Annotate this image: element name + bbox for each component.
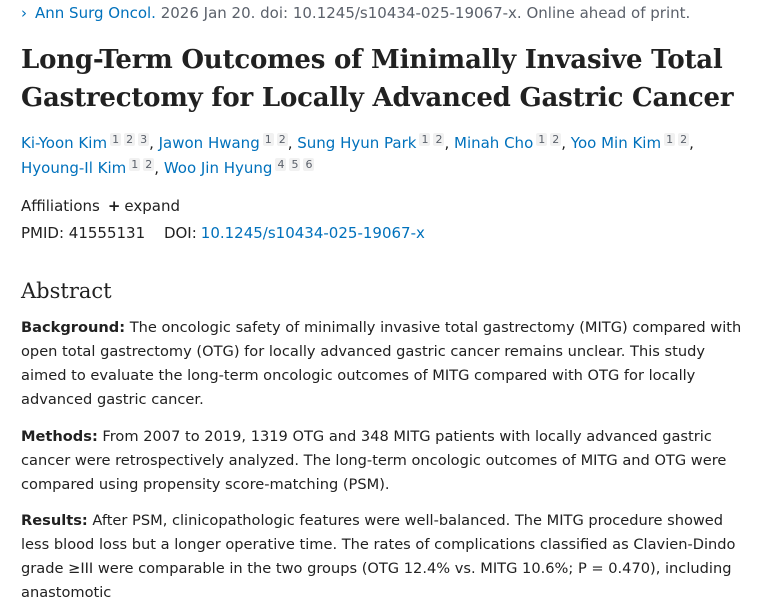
abstract-results: Results: After PSM, clinicopathologic fe…	[21, 509, 743, 605]
affiliation-ref[interactable]: 2	[276, 133, 288, 146]
abstract-background: Background: The oncologic safety of mini…	[21, 316, 743, 412]
author-list: Ki-Yoon Kim 1 2 3, Jawon Hwang 1 2, Sung Hyun…	[21, 133, 694, 177]
affiliation-ref[interactable]: 2	[143, 158, 155, 171]
background-text: The oncologic safety of minimally invasi…	[21, 319, 742, 408]
affiliation-ref[interactable]: 5	[289, 158, 301, 171]
author-link[interactable]: Yoo Min Kim	[570, 134, 662, 152]
background-label: Background:	[21, 319, 126, 336]
affiliation-ref[interactable]: 1	[419, 133, 431, 146]
author-link[interactable]: Sung Hyun Park	[297, 134, 417, 152]
affiliation-ref[interactable]: 2	[124, 133, 136, 146]
plus-icon[interactable]: +	[107, 197, 121, 215]
affiliation-ref[interactable]: 1	[110, 133, 122, 146]
pmid-value: 41555131	[68, 224, 146, 242]
author-link[interactable]: Minah Cho	[454, 134, 534, 152]
author-link[interactable]: Ki-Yoon Kim	[21, 134, 108, 152]
results-text: After PSM, clinicopathologic features we…	[21, 512, 736, 601]
expand-label[interactable]: expand	[124, 197, 181, 215]
author-link[interactable]: Hyoung-Il Kim	[21, 159, 127, 177]
identifiers: PMID: 41555131 DOI: 10.1245/s10434-025-19…	[21, 223, 425, 243]
abstract-heading: Abstract	[21, 279, 112, 303]
citation-details: 2026 Jan 20. doi: 10.1245/s10434-025-190…	[155, 4, 691, 22]
author-link[interactable]: Woo Jin Hyung	[163, 159, 273, 177]
doi-link[interactable]: 10.1245/s10434-025-19067-x	[200, 224, 425, 242]
chevron-right-icon[interactable]: ›	[21, 4, 27, 22]
affiliation-ref[interactable]: 4	[275, 158, 287, 171]
article-title: Long-Term Outcomes of Minimally Invasive…	[21, 45, 734, 113]
affiliation-ref[interactable]: 1	[664, 133, 676, 146]
results-label: Results:	[21, 512, 88, 529]
affiliation-ref[interactable]: 6	[303, 158, 315, 171]
affiliation-ref[interactable]: 2	[550, 133, 562, 146]
abstract-methods: Methods: From 2007 to 2019, 1319 OTG and…	[21, 425, 743, 497]
affiliation-ref[interactable]: 2	[678, 133, 690, 146]
affiliation-ref[interactable]: 1	[262, 133, 274, 146]
doi-label: DOI:	[163, 224, 197, 242]
affiliations-label: Affiliations	[21, 197, 100, 215]
affiliation-ref[interactable]: 3	[138, 133, 150, 146]
methods-label: Methods:	[21, 428, 98, 445]
pmid-label: PMID:	[21, 224, 65, 242]
affiliations-toggle[interactable]: Affiliations + expand	[21, 196, 180, 216]
affiliation-ref[interactable]: 2	[433, 133, 445, 146]
citation-line: › Ann Surg Oncol. 2026 Jan 20. doi: 10.12…	[21, 3, 690, 23]
author-link[interactable]: Jawon Hwang	[158, 134, 260, 152]
affiliation-ref[interactable]: 1	[129, 158, 141, 171]
journal-link[interactable]: Ann Surg Oncol.	[35, 4, 156, 22]
methods-text: From 2007 to 2019, 1319 OTG and 348 MITG…	[21, 428, 727, 493]
affiliation-ref[interactable]: 1	[536, 133, 548, 146]
